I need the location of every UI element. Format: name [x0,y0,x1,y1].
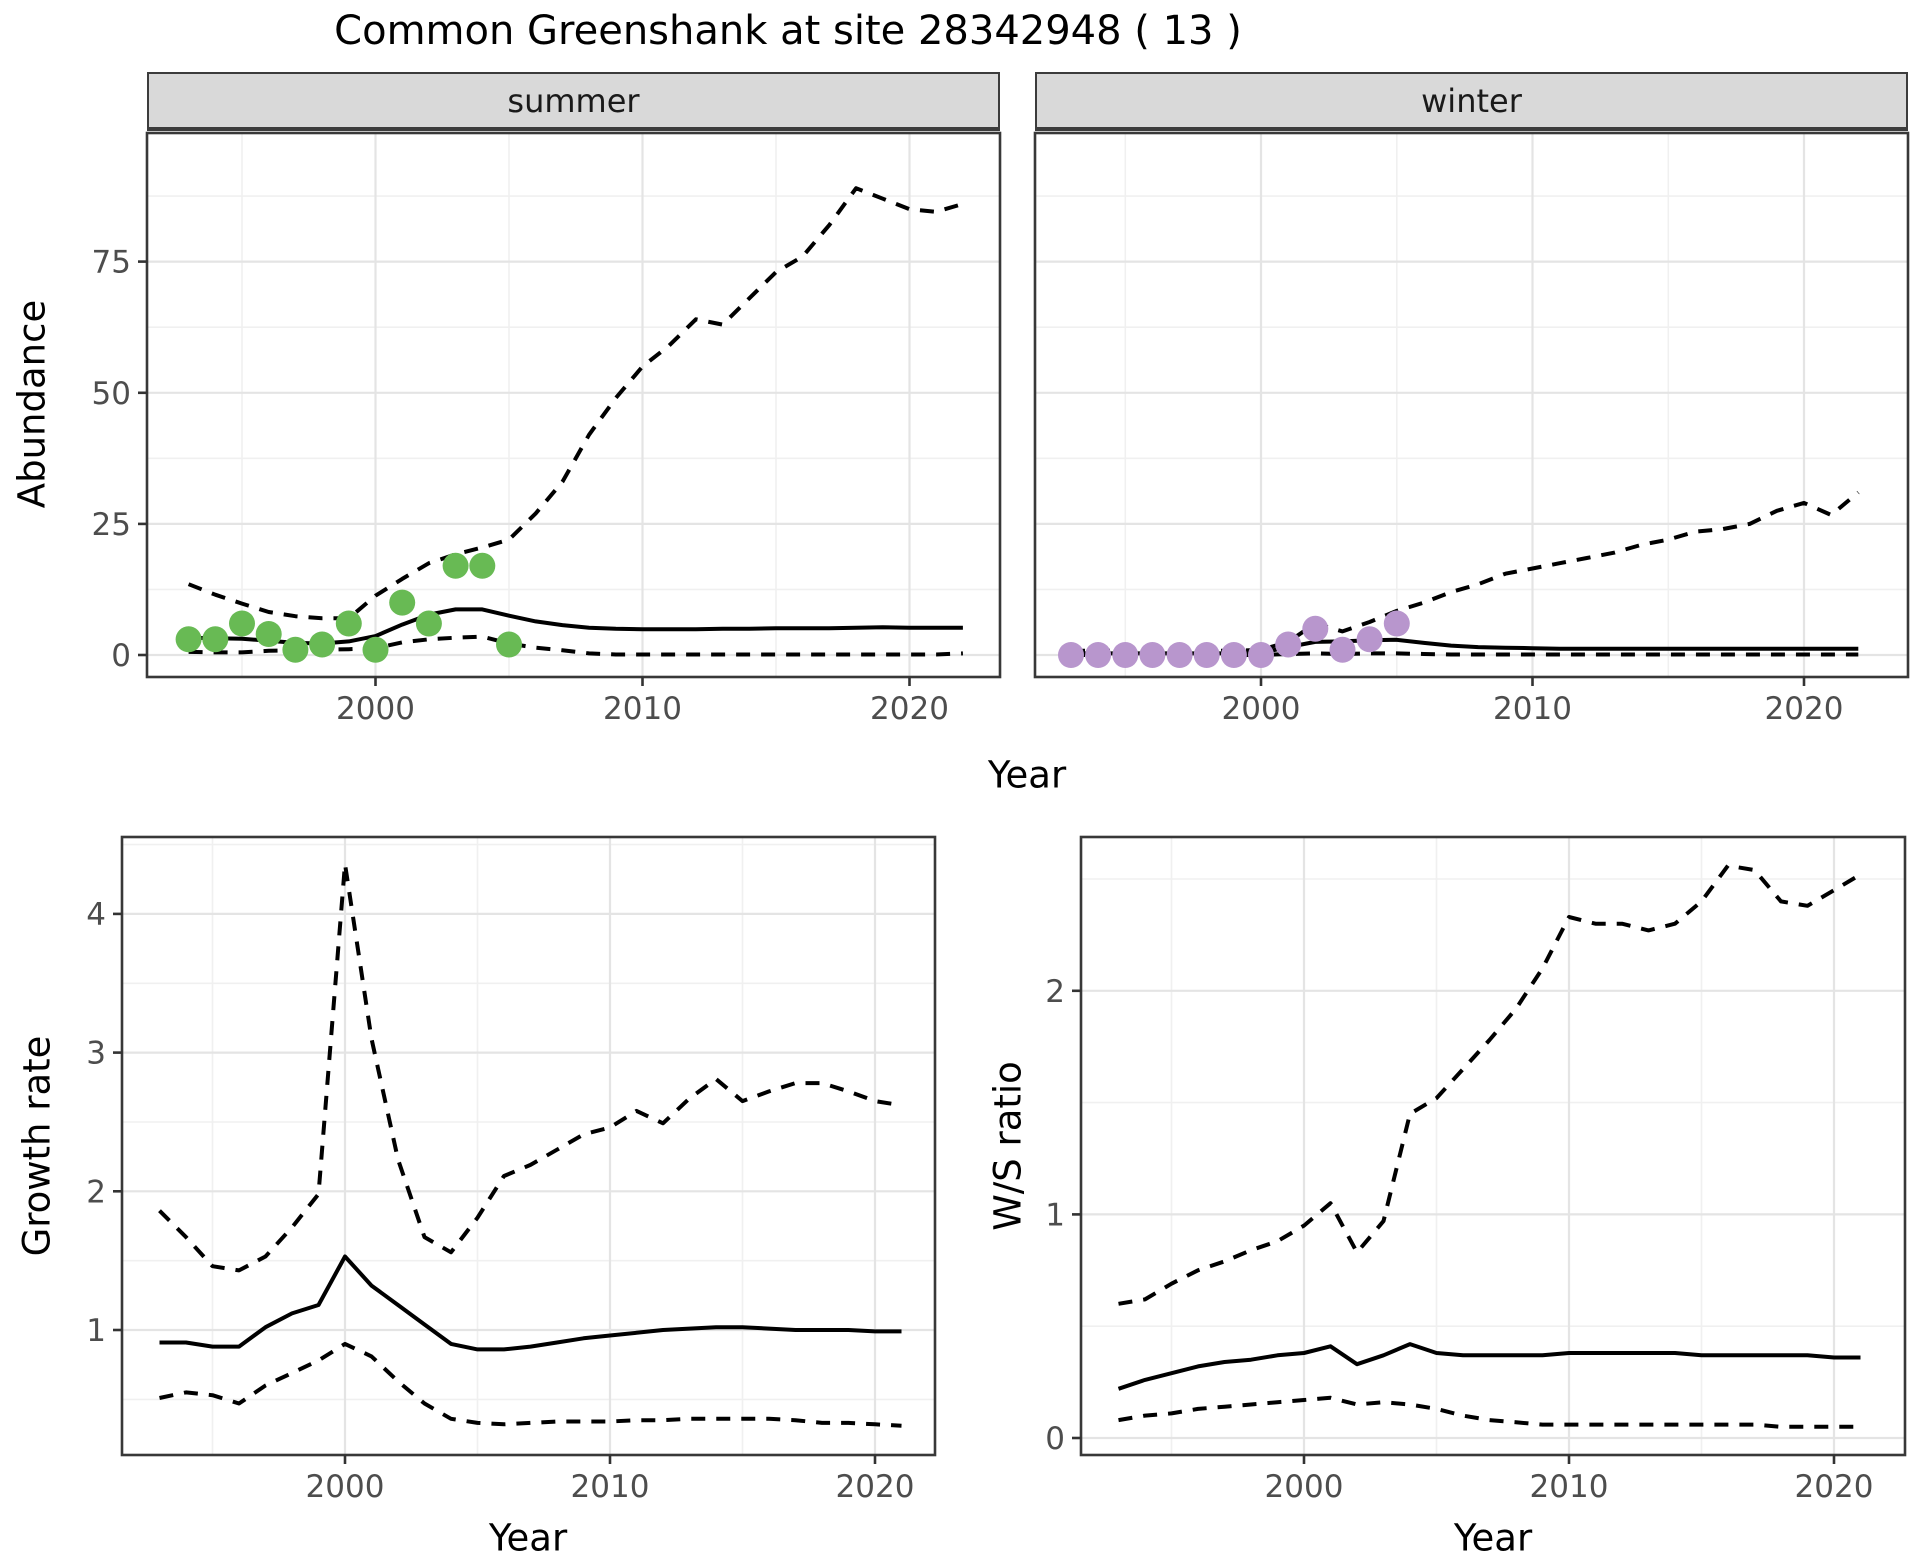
panel-border [145,131,1002,679]
observation-point [415,610,442,637]
series-abundance_summer [175,186,964,663]
observation-point [1166,642,1193,668]
grid-major [1081,837,1905,1455]
facet-strip-summer: summer [147,72,1000,131]
y-tick-label: 1 [86,1313,106,1349]
observation-point [309,631,336,658]
y-tick-label: 25 [92,507,131,543]
y-tick-label: 75 [92,245,131,281]
grid-major [147,133,1000,677]
panel-background [122,837,935,1455]
axis-ticks: 2000 2010 2020 0 1 2 [1045,974,1873,1505]
observation-point [1275,631,1302,658]
fit-line [1117,1342,1861,1391]
x-tick-label: 2020 [836,1469,915,1505]
x-tick-label: 2010 [603,691,682,727]
facet-strip-winter: winter [1035,72,1908,131]
x-tick-label: 2000 [306,1469,385,1505]
x-tick-label: 2000 [1222,691,1301,727]
ci-upper-line [1118,863,1862,1306]
series-abundance_winter [1058,490,1860,668]
x-tick-label: 2020 [870,691,949,727]
y-tick-label: 4 [86,897,106,933]
x-tick-label: 2010 [1530,1469,1609,1505]
growth-y-axis-title: Growth rate [15,1035,59,1257]
figure-title: Common Greenshank at site 28342948 ( 13 … [334,8,1242,54]
observation-point [1356,626,1383,653]
x-tick-label: 2020 [1795,1469,1874,1505]
y-tick-label: 3 [86,1036,106,1072]
observation-point [1085,642,1112,668]
observation-point [362,636,389,663]
observation-point [469,552,496,579]
facet-strip-winter-label: winter [1421,81,1522,120]
y-tick-label: 50 [92,376,131,412]
observation-point [202,626,229,653]
observation-point [1329,636,1356,663]
grid-minor [1035,133,1908,677]
panel-background [1081,837,1905,1455]
ci-upper-line [187,186,964,621]
panel-abundance_summer: 2000 2010 2020 0 25 50 75 [92,131,1002,727]
observation-point [1193,642,1220,668]
x-tick-label: 2010 [1493,691,1572,727]
observation-point [255,621,282,647]
y-tick-label: 0 [111,638,131,674]
panel-growth: 2000 2010 2020 1 2 3 4 [86,835,937,1505]
observation-point [175,626,202,653]
observation-point [229,610,255,637]
observation-point [1058,642,1084,668]
x-tick-label: 2010 [571,1469,650,1505]
panel-border [1079,835,1907,1457]
axis-ticks: 2000 2010 2020 1 2 3 4 [86,897,914,1505]
x-tick-label: 2000 [336,691,415,727]
panel-border [1033,131,1910,679]
ci-lower-line [159,1341,902,1428]
abundance-y-axis-title: Abundance [10,299,54,509]
panel-border [120,835,937,1457]
y-tick-label: 0 [1045,1421,1065,1457]
bottom-right-x-axis-title: Year [1453,1516,1533,1560]
bottom-left-x-axis-title: Year [488,1516,568,1560]
observation-point [496,631,522,658]
observation-point [335,610,362,637]
panel-background [1035,133,1908,677]
facet-strip-summer-label: summer [507,81,640,120]
grid-minor [122,837,935,1455]
series-ws [1117,863,1862,1429]
axis-ticks: 2000 2010 2020 0 25 50 75 [92,245,949,727]
observation-point [1302,615,1329,642]
observation-point [1248,642,1274,668]
observation-point [1139,642,1166,668]
axis-ticks: 2000 2010 2020 [1222,677,1844,727]
y-tick-label: 1 [1045,1197,1065,1233]
panel-abundance_winter: 2000 2010 2020 [1033,131,1910,727]
observation-point [389,589,416,616]
x-tick-label: 2000 [1265,1469,1344,1505]
x-tick-label: 2020 [1765,691,1844,727]
y-tick-label: 2 [86,1174,106,1210]
observation-point [1112,642,1139,668]
ci-upper-line [158,862,902,1273]
observation-point [282,636,309,663]
fit-line [159,1254,902,1352]
series-growth [158,862,902,1428]
ws-y-axis-title: W/S ratio [986,1061,1030,1231]
grid-minor [147,133,1000,677]
observation-point [1383,610,1410,637]
observation-point [1220,642,1247,668]
top-x-axis-title: Year [987,753,1067,797]
y-tick-label: 2 [1045,974,1065,1010]
panel-background [147,133,1000,677]
observation-point [442,552,469,579]
panel-ws: 2000 2010 2020 0 1 2 [1045,835,1907,1505]
